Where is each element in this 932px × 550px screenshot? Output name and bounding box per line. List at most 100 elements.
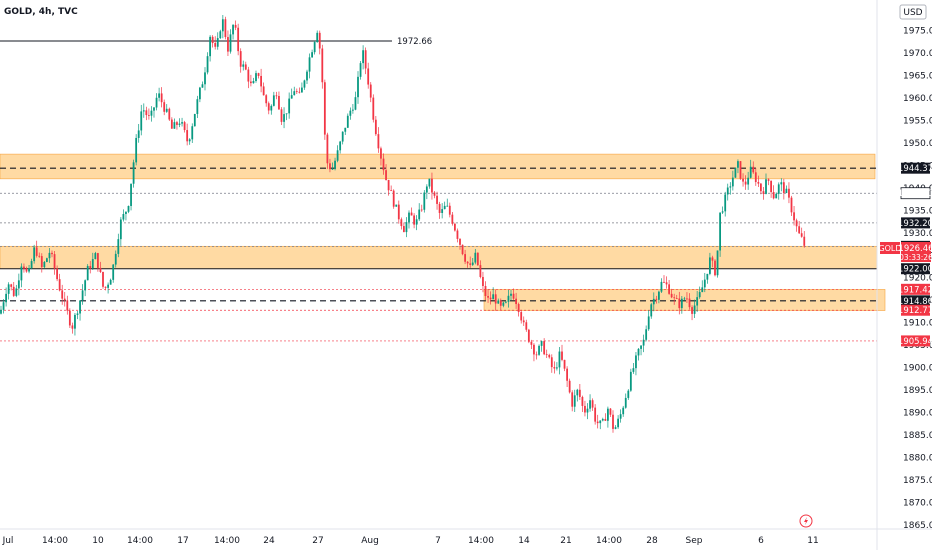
candle: [392, 189, 395, 209]
candle: [81, 284, 84, 305]
candle: [252, 77, 255, 84]
candle-body: [219, 31, 222, 39]
candle-body: [517, 304, 520, 313]
middle-zone[interactable]: [0, 245, 878, 270]
time-tick-label: 21: [560, 536, 571, 546]
candle: [752, 161, 755, 174]
candle-body: [237, 27, 240, 52]
candle-body: [553, 367, 556, 369]
candle-body: [329, 163, 331, 170]
candle-body: [545, 354, 548, 356]
candle: [163, 99, 166, 116]
candle-body: [543, 341, 546, 355]
candle-body: [563, 359, 566, 369]
candle: [573, 389, 576, 412]
price-tick-label: 1935.00: [903, 206, 932, 216]
candle-body: [400, 219, 403, 227]
candle: [15, 284, 18, 298]
currency-button[interactable]: USD: [899, 4, 927, 20]
candle-body: [642, 339, 645, 346]
time-axis[interactable]: Jul 14:00 10 14:00 17 14:00 24 27 Aug 7 14:00 14 21 1…: [2, 536, 819, 546]
candle: [703, 272, 706, 293]
candle: [645, 325, 648, 342]
candle-body: [693, 305, 696, 314]
candle: [387, 179, 390, 196]
candle-body: [566, 368, 568, 381]
candle-body: [691, 307, 693, 314]
upper-supply-zone[interactable]: [0, 153, 876, 180]
candle-body: [153, 107, 155, 111]
candle-body: [346, 115, 349, 128]
candle: [446, 198, 449, 207]
candle-body: [163, 102, 166, 112]
candle-body: [15, 288, 18, 296]
current-price-symbol: GOLD: [878, 244, 901, 253]
candle-body: [119, 219, 122, 240]
candle-body: [150, 110, 153, 116]
candle-body: [293, 91, 296, 96]
time-tick-label: 24: [263, 536, 275, 546]
candle-body: [721, 211, 724, 213]
candle-body: [278, 95, 280, 110]
candle: [344, 127, 347, 135]
candle: [191, 123, 194, 144]
time-tick-label: Sep: [686, 536, 703, 546]
candle-body: [448, 205, 451, 215]
flash-icon[interactable]: [799, 514, 813, 528]
price-level-tag: 1914.86: [898, 295, 932, 307]
candle: [795, 218, 798, 232]
candle: [438, 201, 441, 219]
candle-body: [127, 205, 130, 212]
candle-body: [709, 257, 711, 274]
price-axis[interactable]: 1975.00 1970.00 1965.00 1960.00 1955.00 1950.…: [903, 27, 932, 531]
candle-body: [99, 267, 102, 272]
candle: [596, 414, 599, 429]
candle: [68, 308, 71, 329]
candle: [640, 345, 642, 356]
candle-body: [63, 298, 66, 301]
candle: [772, 185, 775, 200]
candle: [142, 103, 145, 118]
candle: [701, 280, 704, 293]
candle: [329, 158, 331, 173]
candle: [535, 351, 538, 360]
candle-body: [739, 161, 742, 179]
candle-body: [594, 407, 597, 422]
candle-body: [201, 84, 204, 88]
candle-body: [629, 371, 632, 391]
candle-body: [94, 253, 97, 260]
candle: [558, 346, 561, 375]
candle: [798, 220, 801, 235]
candle: [711, 255, 714, 268]
candle-body: [568, 380, 571, 393]
candle-body: [520, 312, 523, 321]
candle: [652, 292, 655, 312]
candle: [729, 182, 732, 195]
candle-body: [701, 287, 704, 293]
candle-body: [433, 192, 436, 196]
candle: [97, 252, 99, 272]
time-tick-label: 14:00: [468, 536, 494, 546]
candle: [211, 35, 214, 48]
candle-body: [729, 186, 732, 188]
candle-body: [703, 279, 706, 288]
candle-body: [670, 293, 673, 298]
candle: [517, 302, 520, 317]
candle: [303, 79, 306, 90]
candle-body: [46, 258, 48, 262]
candle-body: [757, 182, 760, 184]
time-tick-label: Aug: [361, 536, 379, 546]
candle-body: [206, 56, 209, 73]
candle-body: [655, 298, 658, 300]
candle: [306, 69, 308, 85]
candle-body: [456, 230, 459, 239]
candle-body: [790, 197, 793, 213]
candle: [216, 32, 219, 50]
time-tick-label: Jul: [2, 536, 14, 546]
candle-body: [668, 284, 670, 294]
candle-body: [660, 281, 663, 292]
candle-body: [696, 297, 699, 306]
time-tick-label: 6: [758, 536, 764, 546]
candle: [594, 404, 597, 425]
